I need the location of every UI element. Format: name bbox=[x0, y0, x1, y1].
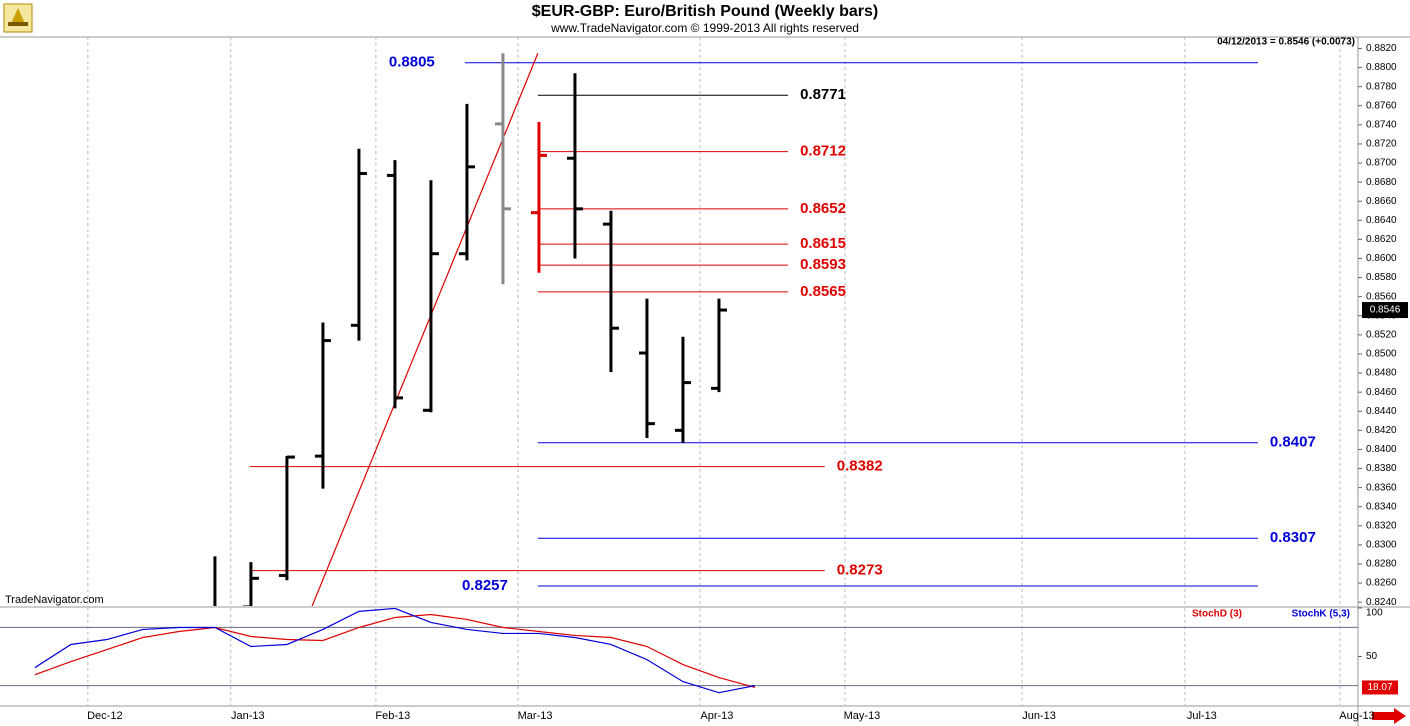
last-stoch-label: 18.07 bbox=[1367, 682, 1392, 693]
y-tick-label: 0.8800 bbox=[1366, 62, 1397, 73]
level-label: 0.8593 bbox=[800, 256, 846, 273]
y-tick-label: 0.8680 bbox=[1366, 177, 1397, 188]
logo bbox=[3, 3, 33, 33]
y-tick-label: 0.8600 bbox=[1366, 253, 1397, 264]
y-tick-label: 0.8660 bbox=[1366, 196, 1397, 207]
y-tick-label: 0.8440 bbox=[1366, 406, 1397, 417]
y-tick-label: 50 bbox=[1366, 651, 1378, 662]
y-tick-label: 100 bbox=[1366, 608, 1383, 619]
trend-line bbox=[311, 53, 539, 606]
y-tick-label: 0.8360 bbox=[1366, 482, 1397, 493]
stoch-panel bbox=[0, 608, 1358, 705]
chart-title: $EUR-GBP: Euro/British Pound (Weekly bar… bbox=[532, 3, 878, 20]
watermark: TradeNavigator.com bbox=[5, 594, 104, 606]
x-tick-label: Jun-13 bbox=[1022, 710, 1056, 722]
y-tick-label: 0.8700 bbox=[1366, 158, 1397, 169]
level-label: 0.8615 bbox=[800, 235, 846, 252]
y-tick-label: 0.8280 bbox=[1366, 559, 1397, 570]
level-label: 0.8712 bbox=[800, 143, 846, 160]
level-label: 0.8805 bbox=[389, 54, 435, 71]
y-tick-label: 0.8380 bbox=[1366, 463, 1397, 474]
stoch-line bbox=[34, 613, 756, 689]
stoch-line bbox=[34, 608, 756, 694]
legend-entry: StochD (3) bbox=[1192, 609, 1242, 620]
last-price-marker bbox=[1362, 302, 1408, 319]
x-tick-label: Feb-13 bbox=[375, 710, 410, 722]
last-stoch-marker bbox=[1362, 680, 1398, 695]
x-tick-label: Jan-13 bbox=[231, 710, 265, 722]
y-tick-label: 0.8320 bbox=[1366, 520, 1397, 531]
x-tick-label: Apr-13 bbox=[700, 710, 733, 722]
scroll-arrow[interactable] bbox=[1372, 708, 1406, 724]
chart-subtitle: www.TradeNavigator.com © 1999-2013 All r… bbox=[550, 21, 859, 35]
y-tick-label: 0.8260 bbox=[1366, 578, 1397, 589]
x-tick-label: Jul-13 bbox=[1187, 710, 1217, 722]
level-label: 0.8307 bbox=[1270, 529, 1316, 546]
y-tick-label: 0.8340 bbox=[1366, 501, 1397, 512]
y-tick-label: 0.8520 bbox=[1366, 330, 1397, 341]
x-tick-label: Aug-13 bbox=[1339, 710, 1374, 722]
y-tick-label: 0.8740 bbox=[1366, 119, 1397, 130]
level-label: 0.8257 bbox=[462, 577, 508, 594]
y-tick-label: 0.8460 bbox=[1366, 387, 1397, 398]
y-tick-label: 0.8560 bbox=[1366, 291, 1397, 302]
last-price-label: 0.8546 bbox=[1370, 305, 1401, 316]
y-tick-label: 0.8580 bbox=[1366, 272, 1397, 283]
y-tick-label: 0.8820 bbox=[1366, 43, 1397, 54]
y-tick-label: 0.8300 bbox=[1366, 540, 1397, 551]
x-tick-label: Dec-12 bbox=[87, 710, 122, 722]
x-tick-label: Mar-13 bbox=[518, 710, 553, 722]
price-panel bbox=[87, 37, 1341, 606]
level-label: 0.8652 bbox=[800, 200, 846, 217]
level-label: 0.8382 bbox=[837, 458, 883, 475]
x-tick-label: May-13 bbox=[844, 710, 881, 722]
level-label: 0.8273 bbox=[837, 562, 883, 579]
y-tick-label: 0.8480 bbox=[1366, 368, 1397, 379]
legend-entry: StochK (5,3) bbox=[1292, 609, 1350, 620]
y-tick-label: 0.8720 bbox=[1366, 139, 1397, 150]
level-label: 0.8565 bbox=[800, 283, 846, 300]
status-annotation: 04/12/2013 = 0.8546 (+0.0073) bbox=[1217, 37, 1355, 48]
y-tick-label: 0.8500 bbox=[1366, 349, 1397, 360]
y-tick-label: 0.8240 bbox=[1366, 597, 1397, 608]
y-tick-label: 0.8780 bbox=[1366, 81, 1397, 92]
y-tick-label: 0.8620 bbox=[1366, 234, 1397, 245]
y-tick-label: 0.8400 bbox=[1366, 444, 1397, 455]
y-tick-label: 0.8420 bbox=[1366, 425, 1397, 436]
level-label: 0.8771 bbox=[800, 86, 846, 103]
y-tick-label: 0.8760 bbox=[1366, 100, 1397, 111]
y-tick-label: 0.8640 bbox=[1366, 215, 1397, 226]
level-label: 0.8407 bbox=[1270, 434, 1316, 451]
